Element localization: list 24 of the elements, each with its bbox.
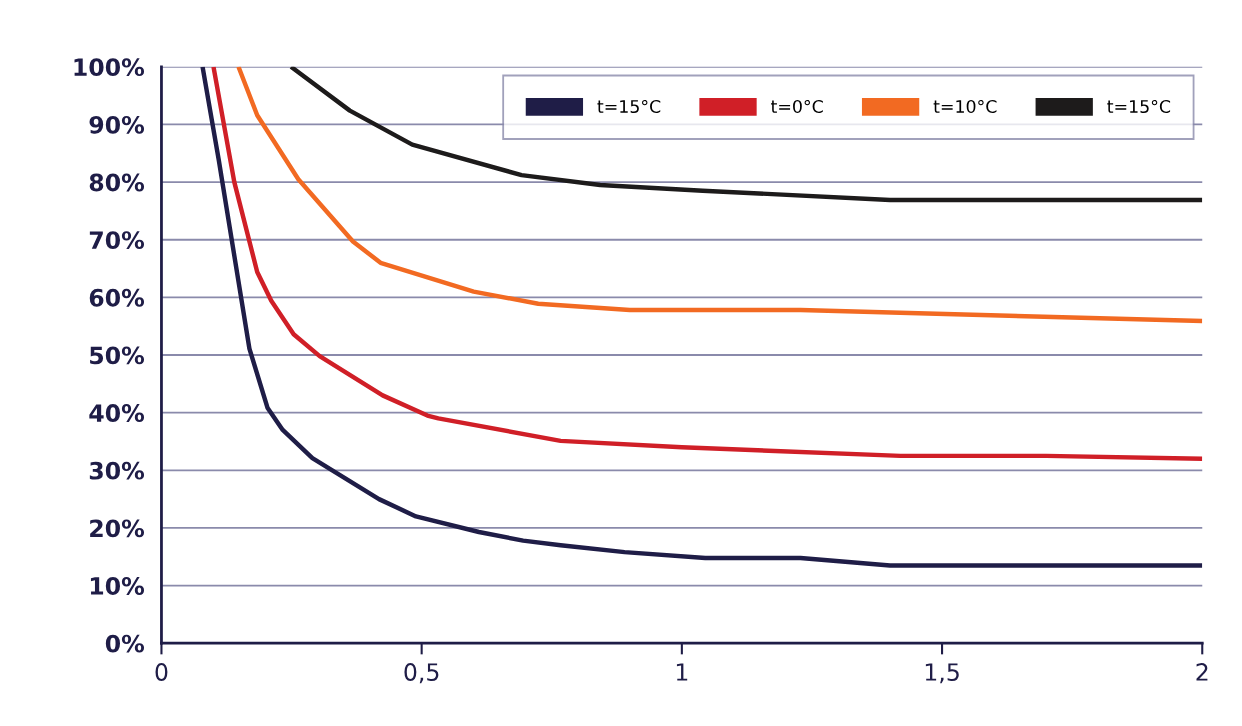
x-tick-label: 0 [155, 663, 168, 681]
legend-label: t=0°C [771, 99, 823, 114]
line-series [236, 66, 1203, 324]
x-tick-label: 1,5 [925, 663, 959, 684]
y-tick-label: 40% [89, 404, 145, 422]
line-series [200, 66, 1203, 568]
x-tick-label: 2 [1196, 663, 1208, 681]
y-tick-label: 30% [89, 461, 145, 480]
y-tick-label: 0% [105, 634, 145, 653]
legend-label: t=15°C [1107, 99, 1171, 114]
y-tick-label: 80% [89, 173, 145, 192]
y-tick-label: 90% [89, 115, 145, 134]
x-tick-label: 1 [676, 663, 688, 681]
legend-label: t=10°C [933, 99, 997, 114]
y-tick-label: 60% [89, 288, 145, 307]
y-tick-label: 100% [74, 58, 145, 77]
y-tick-label: 50% [90, 346, 145, 365]
legend-label: t=15°C [597, 99, 661, 114]
x-tick-label: 0,5 [404, 663, 439, 684]
line-series [211, 66, 1203, 461]
y-tick-label: 10% [90, 577, 145, 595]
y-tick-label: 70% [89, 231, 145, 250]
line-series [288, 66, 1203, 203]
y-tick-label: 20% [90, 519, 145, 538]
